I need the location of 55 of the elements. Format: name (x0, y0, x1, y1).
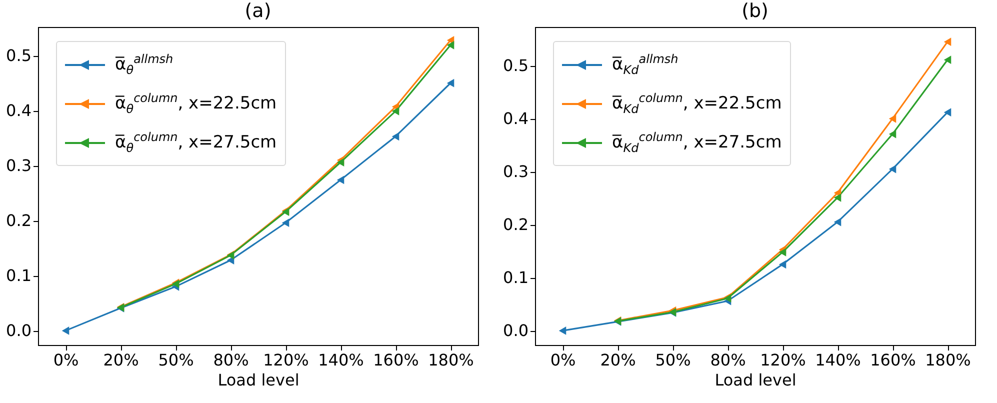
x-tick-label: 180% (925, 350, 971, 370)
y-tick-label: 0.5 (503, 56, 528, 76)
point (778, 248, 786, 256)
y-tick-label: 0.5 (6, 46, 32, 66)
legend-label: α̅$_{θ}$$^{column}$, x=27.5cm (115, 129, 277, 158)
legend-label: α̅$_{θ}$$^{column}$, x=22.5cm (115, 90, 277, 118)
x-axis-title: Load level (714, 370, 796, 390)
x-tick-label: 160% (373, 350, 419, 370)
x-tick-label: 140% (318, 350, 364, 370)
legend-label: α̅$_{Kd}$$^{column}$, x=22.5cm (612, 90, 782, 118)
x-tick-label: 80% (213, 350, 249, 370)
x-tick-label: 20% (103, 350, 139, 370)
chart-title: (a) (244, 0, 272, 22)
y-tick-label: 0.3 (503, 162, 528, 182)
y-tick-label: 0.0 (503, 321, 528, 340)
point (446, 40, 454, 50)
x-tick-label: 120% (263, 350, 309, 370)
x-tick-label: 120% (760, 350, 806, 370)
point (944, 38, 952, 46)
y-tick-label: 0.0 (6, 321, 32, 340)
point (446, 78, 454, 88)
point (62, 326, 70, 335)
point (944, 108, 952, 117)
y-tick-label: 0.3 (6, 156, 32, 176)
point (778, 260, 786, 269)
point (336, 158, 344, 167)
x-tick-label: 160% (870, 350, 916, 370)
x-tick-label: 20% (600, 350, 636, 370)
point (834, 193, 842, 202)
point (944, 56, 952, 64)
y-tick-label: 0.4 (503, 109, 528, 128)
y-tick-label: 0.1 (6, 266, 32, 286)
point (336, 176, 344, 184)
x-tick-label: 0% (53, 350, 79, 370)
chart-title: (b) (742, 0, 768, 22)
point (282, 218, 290, 228)
point (558, 326, 566, 335)
point (392, 106, 400, 116)
x-tick-label: 140% (815, 350, 861, 370)
point (888, 130, 896, 138)
y-tick-label: 0.1 (503, 268, 528, 288)
y-tick-label: 0.2 (503, 215, 528, 234)
x-tick-label: 80% (710, 350, 746, 370)
point (392, 132, 400, 141)
y-tick-label: 0.4 (6, 101, 32, 120)
x-tick-label: 180% (428, 350, 474, 370)
x-tick-label: 50% (158, 350, 194, 370)
point (888, 164, 896, 174)
x-axis-title: Load level (218, 370, 300, 390)
x-tick-label: 0% (550, 350, 576, 370)
x-tick-label: 50% (655, 350, 691, 370)
y-tick-label: 0.2 (6, 211, 32, 230)
legend-label: α̅$_{Kd}$$^{column}$, x=27.5cm (612, 129, 782, 158)
point (888, 114, 896, 123)
point (834, 218, 842, 226)
